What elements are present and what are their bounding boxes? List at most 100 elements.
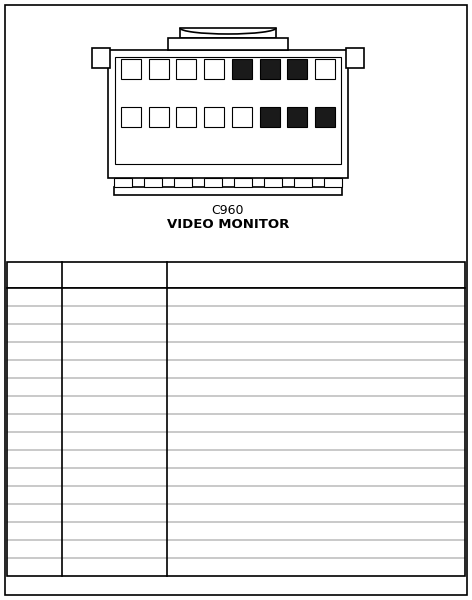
Text: 1: 1	[31, 292, 38, 302]
Text: 15: 15	[154, 113, 163, 121]
Bar	[174, 178, 192, 187]
Bar	[260, 59, 279, 79]
Text: NOT USED: NOT USED	[173, 454, 227, 464]
Text: 15: 15	[28, 544, 41, 554]
Text: Audio In R+: Audio In R+	[173, 400, 235, 410]
Text: NOT USED: NOT USED	[173, 328, 227, 338]
Text: –: –	[112, 346, 117, 356]
Text: 13: 13	[28, 508, 41, 518]
Bar	[108, 50, 348, 178]
Text: Ground: Ground	[173, 562, 211, 572]
Bar	[260, 107, 279, 127]
Bar	[232, 59, 252, 79]
Bar	[177, 107, 196, 127]
Bar	[114, 187, 342, 195]
Text: 10: 10	[293, 113, 302, 121]
Text: NOT USED: NOT USED	[173, 472, 227, 482]
Bar	[315, 107, 335, 127]
Text: 1808 (BK): 1808 (BK)	[89, 544, 140, 554]
Text: C960: C960	[212, 205, 244, 217]
Text: IR Ground: IR Ground	[173, 490, 225, 500]
Bar	[149, 59, 169, 79]
Bar	[7, 288, 465, 576]
Text: 5: 5	[31, 364, 38, 374]
Bar	[264, 178, 282, 187]
Text: 6: 6	[31, 382, 38, 392]
Text: 2: 2	[31, 310, 38, 320]
Bar	[144, 178, 162, 187]
Text: 8: 8	[31, 418, 38, 428]
Bar	[294, 178, 312, 187]
Text: 13: 13	[209, 113, 219, 121]
Text: 10: 10	[28, 454, 41, 464]
Text: 4: 4	[31, 346, 38, 356]
Text: Audio L–: Audio L–	[173, 508, 217, 518]
Text: PIN: PIN	[24, 270, 45, 280]
Text: –: –	[112, 328, 117, 338]
Text: NOT USED: NOT USED	[173, 310, 227, 320]
Text: 16: 16	[126, 113, 135, 121]
Text: 1804 (LG): 1804 (LG)	[89, 508, 140, 518]
Text: 6: 6	[184, 64, 189, 73]
Text: VIDEO MONITOR: VIDEO MONITOR	[167, 218, 289, 232]
Text: 12: 12	[237, 113, 247, 121]
Text: 12: 12	[28, 490, 41, 500]
Bar	[149, 107, 169, 127]
Text: 694 (BK/LG): 694 (BK/LG)	[84, 562, 146, 572]
Text: 5: 5	[211, 64, 217, 73]
Text: 7: 7	[31, 400, 38, 410]
Text: –: –	[112, 310, 117, 320]
Text: 1: 1	[323, 64, 328, 73]
Text: CIRCUIT: CIRCUIT	[90, 270, 139, 280]
Text: Power (Hot in Acc or Run): Power (Hot in Acc or Run)	[173, 292, 306, 302]
Text: 1806 (BK): 1806 (BK)	[89, 526, 140, 536]
Text: Video In: Video In	[173, 418, 215, 428]
Text: NOT USED: NOT USED	[173, 436, 227, 446]
Text: 8: 8	[128, 64, 133, 73]
Bar	[234, 178, 252, 187]
Text: 2: 2	[295, 64, 300, 73]
Text: 11: 11	[28, 472, 41, 482]
Text: 9: 9	[31, 436, 38, 446]
Bar	[7, 262, 465, 288]
Bar	[177, 59, 196, 79]
Bar	[287, 107, 307, 127]
Text: 16: 16	[28, 562, 41, 572]
Bar	[121, 59, 141, 79]
Text: CIRCUIT FUNCTION: CIRCUIT FUNCTION	[257, 270, 375, 280]
Text: 1805 (RD): 1805 (RD)	[88, 400, 141, 410]
Bar	[92, 48, 110, 68]
Bar	[346, 48, 364, 68]
Text: 3: 3	[31, 328, 38, 338]
Text: –: –	[112, 472, 117, 482]
Bar	[315, 59, 335, 79]
Bar	[180, 28, 276, 38]
Bar	[204, 59, 224, 79]
Text: –: –	[112, 436, 117, 446]
Text: Video Ground: Video Ground	[173, 544, 244, 554]
Text: Audio In L+: Audio In L+	[173, 382, 233, 392]
Text: IR In: IR In	[173, 364, 196, 374]
Text: 11: 11	[265, 113, 274, 121]
Bar	[114, 178, 132, 187]
Text: A (BK): A (BK)	[98, 364, 131, 374]
Text: 7: 7	[156, 64, 161, 73]
Text: 14: 14	[28, 526, 41, 536]
Bar	[287, 59, 307, 79]
Bar	[204, 178, 222, 187]
Bar	[324, 178, 342, 187]
Text: 1002 (BK/PK): 1002 (BK/PK)	[81, 292, 148, 302]
Bar	[204, 107, 224, 127]
Text: 14: 14	[182, 113, 191, 121]
Text: –: –	[112, 454, 117, 464]
Text: 1807 (WH): 1807 (WH)	[87, 418, 143, 428]
Bar	[168, 38, 288, 50]
Text: NOT USED: NOT USED	[173, 346, 227, 356]
Text: 9: 9	[323, 113, 328, 121]
Text: Audio R–: Audio R–	[173, 526, 219, 536]
Bar	[121, 107, 141, 127]
Text: 4: 4	[239, 64, 244, 73]
Text: 3: 3	[267, 64, 272, 73]
Bar	[232, 107, 252, 127]
Bar	[115, 57, 341, 164]
